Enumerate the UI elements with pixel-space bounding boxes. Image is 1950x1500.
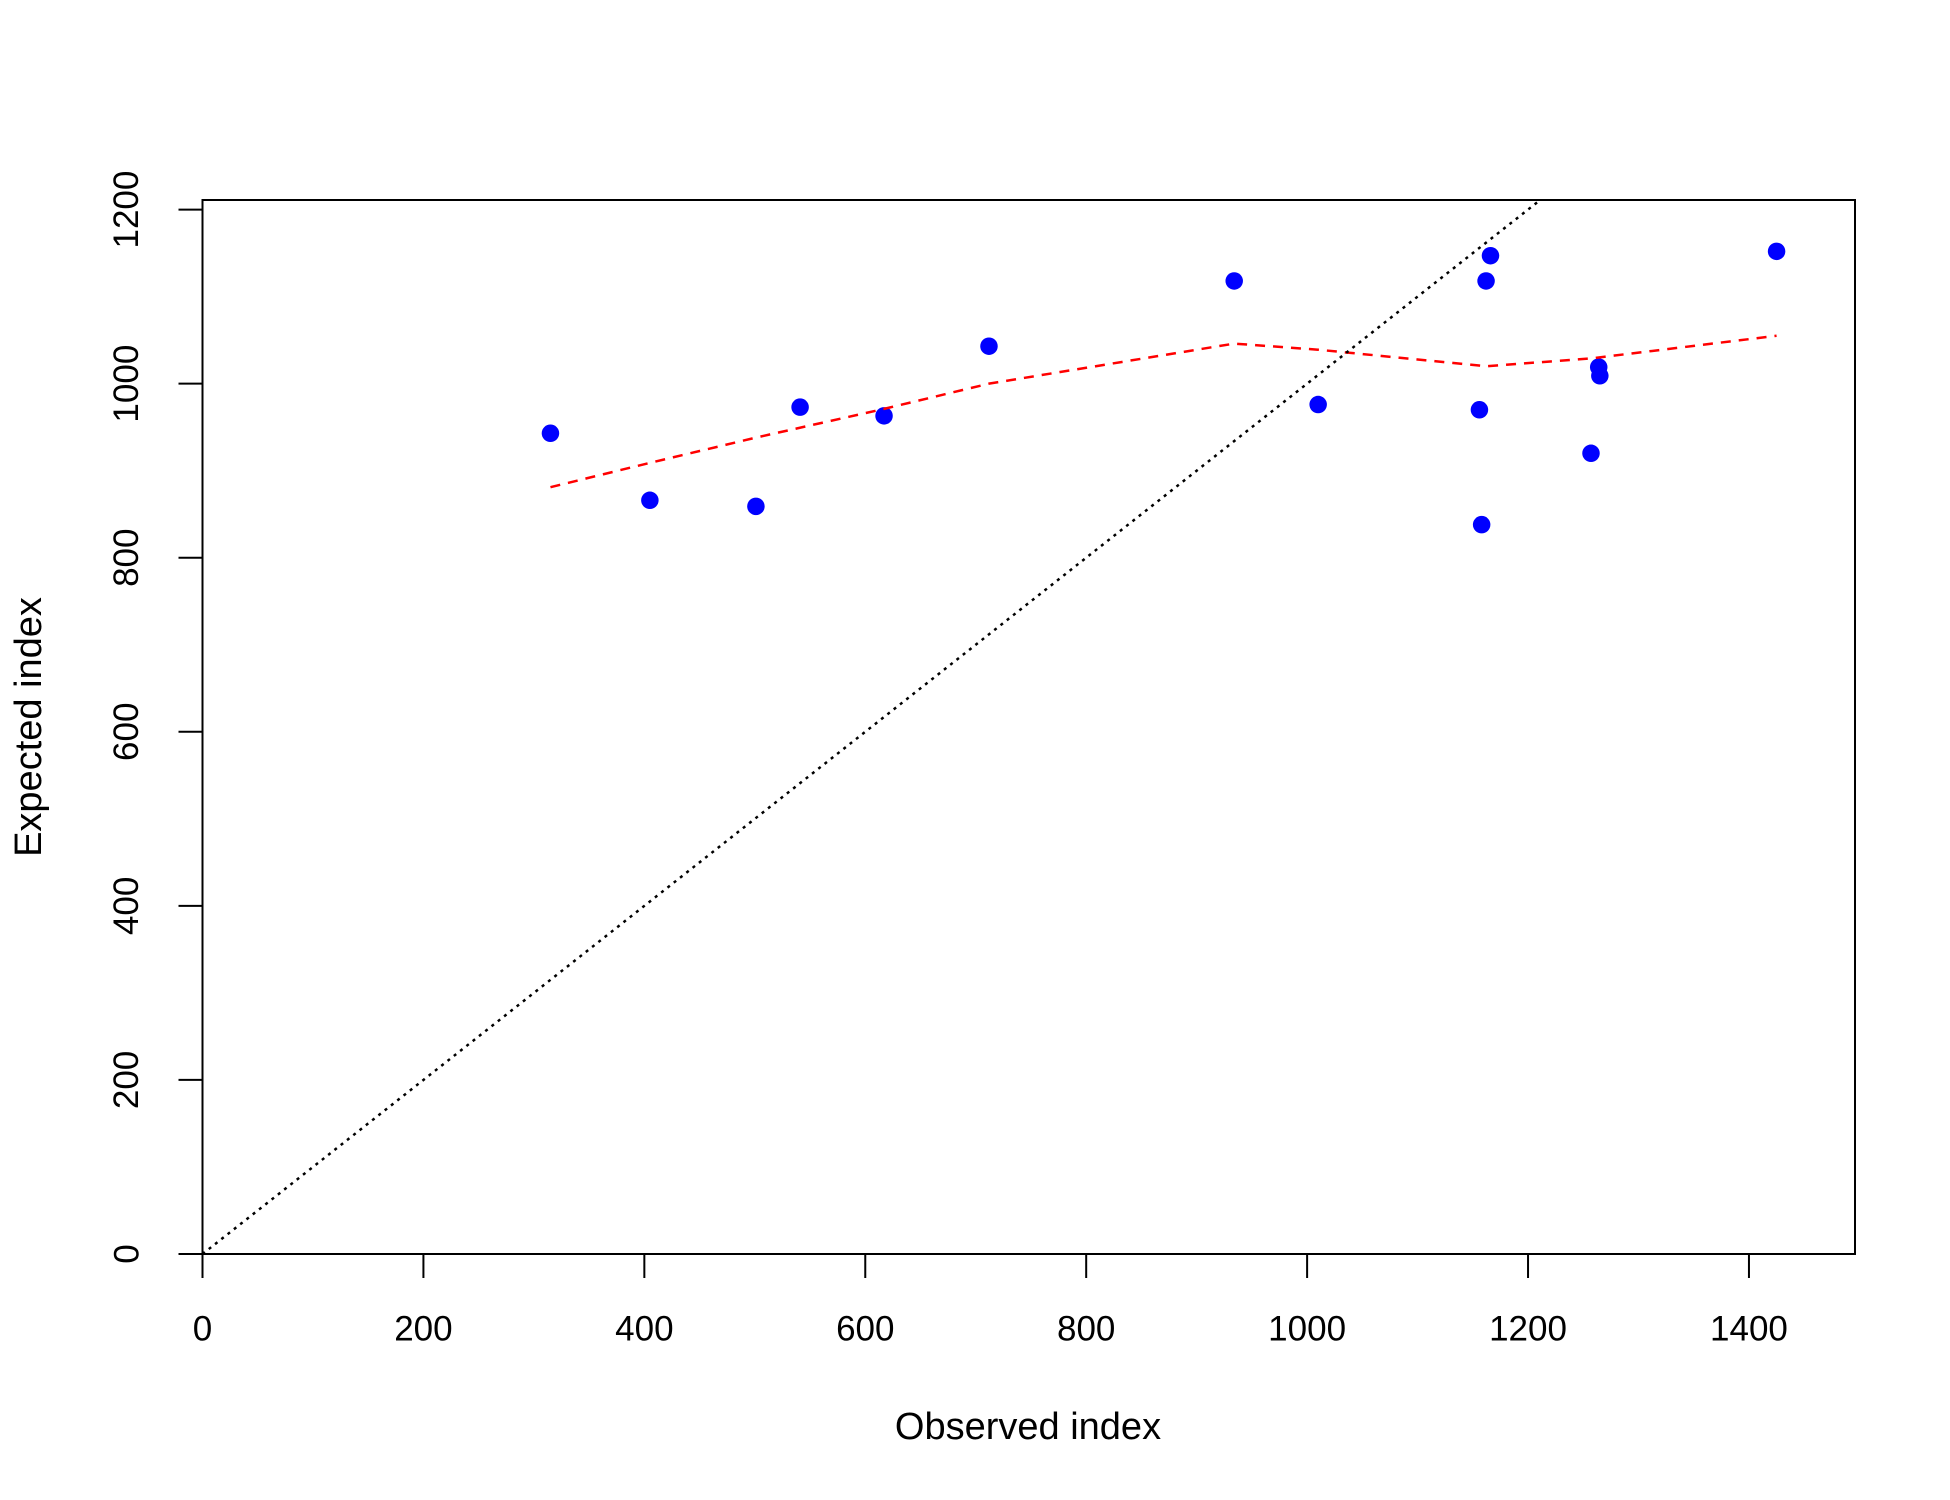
y-tick-label: 1000 (107, 345, 146, 423)
x-tick-label: 0 (193, 1309, 212, 1348)
y-tick-label: 800 (107, 529, 146, 587)
point (1470, 401, 1489, 419)
y-tick-label: 600 (107, 703, 146, 761)
x-tick-label: 600 (836, 1309, 894, 1348)
x-tick-label: 400 (615, 1309, 673, 1348)
point (1591, 367, 1609, 385)
point (541, 424, 560, 443)
y-tick-label: 400 (107, 877, 146, 935)
point (1309, 395, 1327, 414)
point (875, 407, 893, 425)
point (1767, 242, 1786, 261)
x-tick-label: 1400 (1710, 1309, 1788, 1348)
y-tick-label: 1200 (107, 171, 146, 249)
point (1472, 515, 1491, 534)
y-tick-label: 200 (107, 1051, 146, 1109)
y-axis-label: Expected index (8, 597, 50, 857)
trend-line (550, 334, 1777, 489)
x-tick-label: 1200 (1489, 1309, 1567, 1348)
point (1477, 272, 1495, 290)
y-tick-label: 0 (107, 1244, 146, 1263)
x-tick-label: 200 (394, 1309, 452, 1348)
plot-area (202, 200, 1786, 1254)
x-axis-label: Observed index (895, 1406, 1161, 1448)
point (1582, 444, 1600, 463)
trend-line (202, 200, 1541, 1254)
point (747, 497, 765, 516)
point (791, 398, 809, 416)
point (1481, 246, 1500, 265)
point (1225, 272, 1243, 290)
plot-frame (201, 199, 1856, 1255)
x-tick-label: 1000 (1268, 1309, 1346, 1348)
point (980, 337, 998, 355)
x-tick-label: 800 (1057, 1309, 1115, 1348)
point (641, 491, 659, 510)
